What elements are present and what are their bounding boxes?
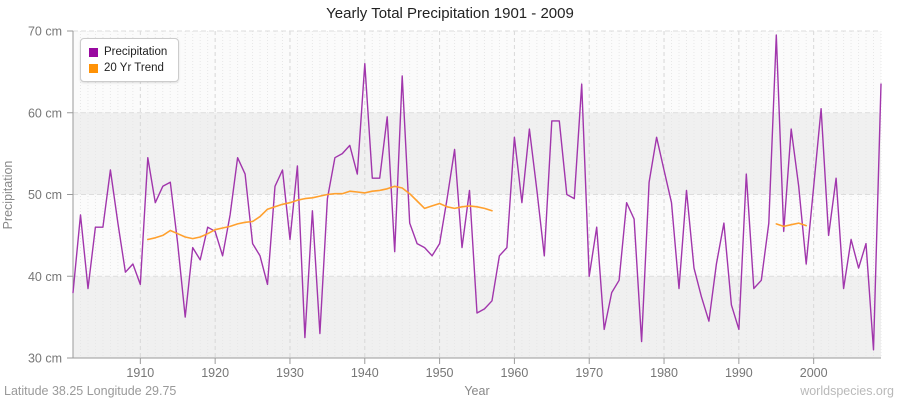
legend: Precipitation 20 Yr Trend — [80, 38, 180, 82]
legend-item-label: Precipitation — [104, 46, 168, 58]
svg-text:1990: 1990 — [725, 366, 753, 380]
svg-text:1930: 1930 — [276, 366, 304, 380]
legend-item-label: 20 Yr Trend — [104, 62, 164, 74]
svg-text:60 cm: 60 cm — [28, 106, 62, 120]
svg-text:1940: 1940 — [351, 366, 379, 380]
svg-text:1960: 1960 — [501, 366, 529, 380]
svg-text:40 cm: 40 cm — [28, 270, 62, 284]
y-axis-label: Precipitation — [1, 160, 15, 230]
svg-text:1920: 1920 — [201, 366, 229, 380]
svg-text:50 cm: 50 cm — [28, 188, 62, 202]
footer-coordinates: Latitude 38.25 Longitude 29.75 — [4, 384, 177, 398]
svg-text:30 cm: 30 cm — [28, 352, 62, 366]
svg-text:70 cm: 70 cm — [28, 25, 62, 39]
chart-title: Yearly Total Precipitation 1901 - 2009 — [326, 5, 574, 22]
trend-series-swatch — [89, 63, 98, 73]
x-axis-label: Year — [464, 384, 490, 398]
svg-text:1970: 1970 — [575, 366, 603, 380]
legend-item-trend: 20 Yr Trend — [89, 60, 167, 76]
svg-text:1980: 1980 — [650, 366, 678, 380]
footer-watermark: worldspecies.org — [800, 384, 894, 398]
svg-text:2000: 2000 — [800, 366, 828, 380]
legend-item-precipitation: Precipitation — [89, 44, 167, 60]
svg-text:1910: 1910 — [126, 366, 154, 380]
svg-text:1950: 1950 — [426, 366, 454, 380]
precipitation-series-swatch — [89, 47, 98, 57]
